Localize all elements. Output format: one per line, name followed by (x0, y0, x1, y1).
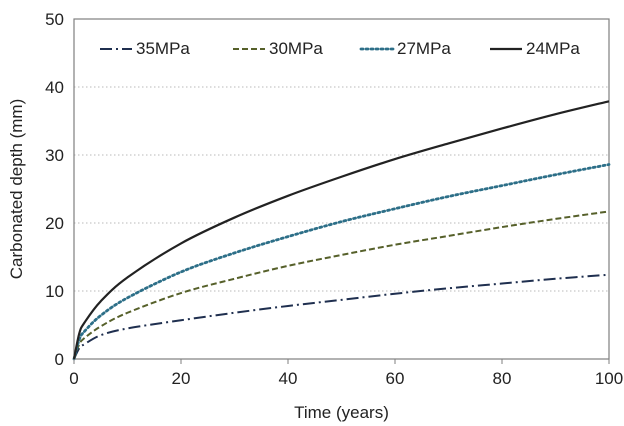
legend: 35MPa 30MPa 27MPa 24MPa (100, 39, 580, 58)
x-tick-label-2: 40 (279, 369, 298, 388)
y-tick-label-3: 30 (45, 146, 64, 165)
y-tick-label-0: 0 (55, 350, 64, 369)
legend-item-30MPa: 30MPa (233, 39, 323, 58)
x-tick-label-3: 60 (386, 369, 405, 388)
x-tick-label-0: 0 (69, 369, 78, 388)
legend-item-35MPa: 35MPa (100, 39, 190, 58)
legend-item-24MPa: 24MPa (490, 39, 580, 58)
x-tick-label-5: 100 (595, 369, 623, 388)
legend-item-27MPa: 27MPa (359, 39, 451, 58)
y-tick-label-5: 50 (45, 10, 64, 29)
series-line-24MPa (72, 100, 610, 360)
series-line-35MPa (73, 273, 610, 360)
legend-label-35MPa: 35MPa (136, 39, 190, 58)
legend-label-24MPa: 24MPa (526, 39, 580, 58)
x-tick-label-4: 80 (493, 369, 512, 388)
y-tick-label-4: 40 (45, 78, 64, 97)
grid-layer (74, 86, 609, 292)
y-tick-label-1: 10 (45, 282, 64, 301)
y-axis-title: Carbonated depth (mm) (7, 99, 26, 279)
y-tick-label-2: 20 (45, 214, 64, 233)
series-layer (72, 100, 611, 361)
axis-layer: 0 10 20 30 40 50 0 20 40 60 80 100 Time (years) Carbo… (7, 10, 623, 422)
series-line-27MPa (72, 163, 611, 361)
plot-frame (73, 18, 610, 360)
x-axis-title: Time (years) (294, 403, 389, 422)
legend-label-27MPa: 27MPa (397, 39, 451, 58)
x-tick-label-1: 20 (172, 369, 191, 388)
series-line-30MPa (73, 210, 610, 360)
legend-label-30MPa: 30MPa (269, 39, 323, 58)
